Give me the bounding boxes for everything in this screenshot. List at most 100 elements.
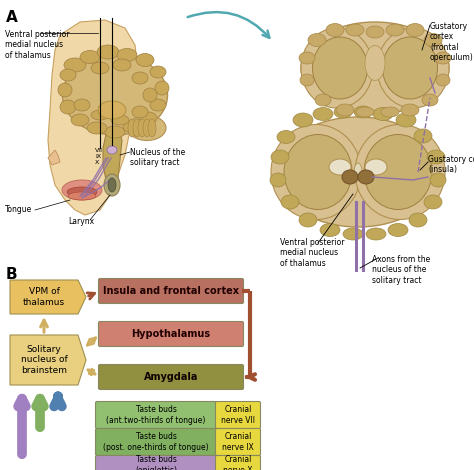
Ellipse shape (132, 106, 148, 118)
Ellipse shape (334, 106, 352, 118)
Ellipse shape (424, 195, 442, 209)
Ellipse shape (383, 37, 438, 99)
Polygon shape (103, 128, 122, 182)
Ellipse shape (329, 159, 351, 175)
Ellipse shape (343, 228, 363, 240)
Ellipse shape (299, 52, 315, 64)
Ellipse shape (155, 81, 169, 95)
Ellipse shape (313, 108, 333, 120)
Ellipse shape (64, 58, 86, 72)
Ellipse shape (284, 134, 352, 210)
Ellipse shape (58, 83, 72, 97)
Ellipse shape (105, 126, 125, 138)
Text: Solitary
nucleus of
brainstem: Solitary nucleus of brainstem (21, 345, 67, 375)
Ellipse shape (356, 107, 374, 117)
Ellipse shape (320, 224, 340, 236)
Polygon shape (10, 335, 86, 385)
Ellipse shape (67, 187, 97, 197)
Ellipse shape (430, 173, 446, 187)
Ellipse shape (388, 224, 408, 236)
Ellipse shape (346, 24, 364, 36)
Ellipse shape (342, 170, 358, 184)
Ellipse shape (281, 195, 299, 209)
Text: Gustatory cortex
(insula): Gustatory cortex (insula) (428, 155, 474, 174)
Ellipse shape (355, 125, 445, 219)
Ellipse shape (422, 94, 438, 106)
Ellipse shape (136, 54, 154, 66)
Ellipse shape (315, 94, 331, 106)
Ellipse shape (301, 22, 449, 114)
FancyBboxPatch shape (216, 429, 261, 455)
Text: Cranial
nerve X: Cranial nerve X (223, 455, 253, 470)
Ellipse shape (401, 104, 419, 116)
Ellipse shape (366, 228, 386, 240)
Ellipse shape (91, 62, 109, 74)
Text: Taste buds
(post. one-thirds of tongue): Taste buds (post. one-thirds of tongue) (103, 432, 209, 452)
Polygon shape (10, 280, 86, 314)
Ellipse shape (150, 66, 166, 78)
Ellipse shape (299, 213, 317, 227)
Ellipse shape (365, 46, 385, 80)
Text: Larynx: Larynx (68, 217, 94, 226)
Ellipse shape (60, 69, 76, 81)
Ellipse shape (427, 150, 445, 164)
Ellipse shape (107, 146, 117, 154)
Ellipse shape (354, 163, 362, 181)
Ellipse shape (80, 50, 100, 63)
Ellipse shape (111, 115, 129, 125)
Ellipse shape (104, 174, 120, 196)
Ellipse shape (271, 125, 361, 219)
Ellipse shape (143, 119, 151, 137)
Text: Gustatory
cortex
(frontal
operculum): Gustatory cortex (frontal operculum) (430, 22, 474, 62)
Ellipse shape (435, 52, 451, 64)
Ellipse shape (386, 24, 404, 36)
Ellipse shape (436, 74, 450, 86)
Ellipse shape (308, 33, 326, 47)
FancyBboxPatch shape (216, 401, 261, 429)
Text: Ventral posterior
medial nucleus
of thalamus: Ventral posterior medial nucleus of thal… (280, 238, 345, 268)
Ellipse shape (354, 106, 372, 118)
Ellipse shape (270, 173, 286, 187)
Ellipse shape (128, 116, 166, 141)
Ellipse shape (396, 113, 416, 127)
Ellipse shape (271, 150, 289, 164)
Text: Cranial
nerve IX: Cranial nerve IX (222, 432, 254, 452)
Polygon shape (48, 150, 60, 165)
Ellipse shape (366, 26, 384, 38)
Ellipse shape (373, 108, 393, 120)
Ellipse shape (98, 101, 126, 119)
Ellipse shape (68, 192, 96, 200)
Ellipse shape (293, 113, 313, 127)
Text: Amygdala: Amygdala (144, 372, 198, 382)
Ellipse shape (113, 59, 131, 71)
Ellipse shape (275, 117, 440, 227)
FancyBboxPatch shape (95, 455, 217, 470)
Ellipse shape (60, 100, 76, 114)
Ellipse shape (277, 131, 295, 143)
Ellipse shape (414, 129, 432, 143)
Ellipse shape (71, 114, 89, 126)
Text: Nucleus of the
solitary tract: Nucleus of the solitary tract (130, 148, 185, 167)
Ellipse shape (300, 74, 314, 86)
Text: Taste buds
(ant.two-thirds of tongue): Taste buds (ant.two-thirds of tongue) (106, 405, 206, 425)
FancyBboxPatch shape (99, 321, 244, 346)
Ellipse shape (143, 88, 157, 102)
Ellipse shape (364, 134, 432, 210)
Ellipse shape (91, 110, 109, 120)
FancyBboxPatch shape (99, 279, 244, 304)
Ellipse shape (97, 45, 119, 59)
Text: VII
IX
X: VII IX X (95, 148, 103, 164)
FancyBboxPatch shape (95, 401, 217, 429)
FancyBboxPatch shape (95, 429, 217, 455)
Text: Insula and frontal cortex: Insula and frontal cortex (103, 286, 239, 296)
Text: Taste buds
(epiglottis): Taste buds (epiglottis) (135, 455, 177, 470)
Ellipse shape (128, 119, 136, 137)
Ellipse shape (377, 28, 449, 108)
Text: Axons from the
nucleus of the
solitary tract: Axons from the nucleus of the solitary t… (372, 255, 430, 285)
Ellipse shape (108, 178, 116, 192)
Ellipse shape (150, 99, 166, 111)
Ellipse shape (381, 107, 399, 117)
Ellipse shape (133, 119, 141, 137)
Text: Ventral posterior
medial nucleus
of thalamus: Ventral posterior medial nucleus of thal… (5, 30, 70, 60)
Polygon shape (48, 20, 138, 215)
